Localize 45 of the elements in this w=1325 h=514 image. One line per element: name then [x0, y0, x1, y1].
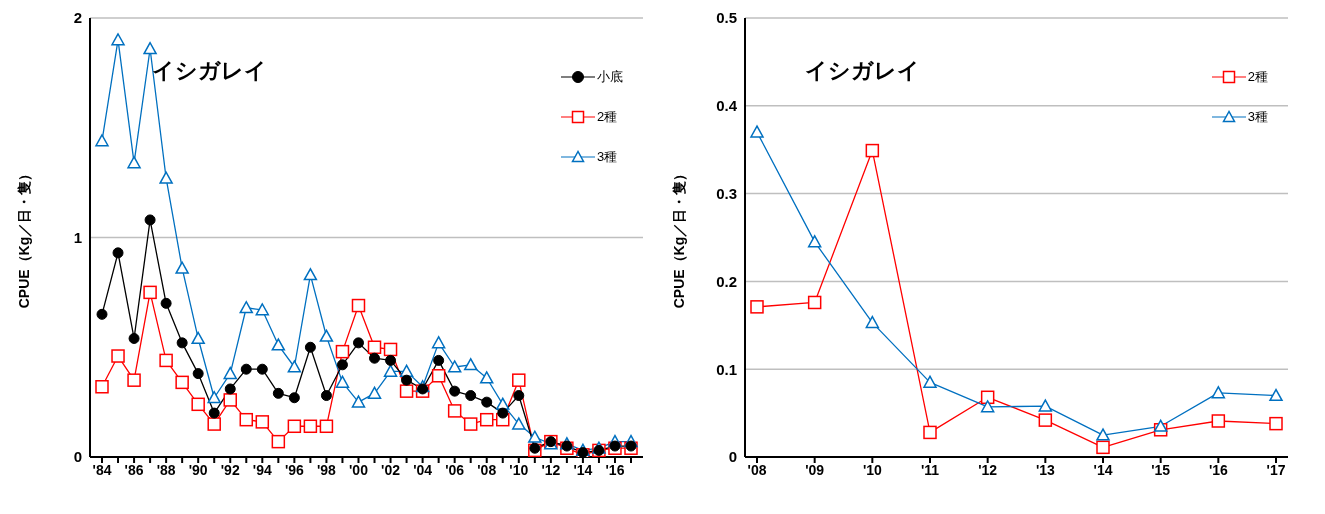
y-tick-label: 0.3: [716, 184, 737, 202]
x-tick-label: '10: [862, 461, 882, 478]
x-tick-label: '84: [92, 461, 112, 478]
y-axis-title: CPUE（Kg／日・隻）: [15, 166, 32, 309]
x-tick-label: '98: [316, 461, 337, 478]
x-tick-label: '15: [1151, 461, 1171, 478]
y-axis-title: CPUE（Kg／日・隻）: [670, 166, 687, 309]
y-tick-label: 0.2: [716, 272, 737, 290]
legend-label: 2種: [1247, 68, 1268, 86]
x-tick-label: '92: [220, 461, 240, 478]
x-tick-label: '00: [349, 461, 369, 478]
x-tick-label: '86: [124, 461, 144, 478]
x-tick-label: '06: [445, 461, 465, 478]
legend-label: 3種: [597, 148, 618, 166]
legend-label: 3種: [1247, 108, 1268, 126]
x-tick-label: '12: [541, 461, 561, 478]
x-tick-label: '14: [1093, 461, 1113, 478]
x-tick-label: '08: [477, 461, 497, 478]
x-tick-label: '96: [284, 461, 305, 478]
x-tick-label: '90: [188, 461, 208, 478]
x-tick-label: '12: [978, 461, 998, 478]
x-tick-label: '17: [1266, 461, 1286, 478]
y-tick-label: 0.5: [716, 9, 737, 27]
x-tick-label: '08: [747, 461, 767, 478]
y-tick-label: 0: [728, 448, 737, 466]
legend-label: 小底: [597, 68, 623, 86]
x-tick-label: '94: [252, 461, 272, 478]
x-tick-label: '13: [1035, 461, 1055, 478]
text: イシガレイ: [804, 57, 920, 85]
text: イシガレイ: [152, 57, 268, 85]
x-tick-label: '02: [381, 461, 401, 478]
x-tick-label: '11: [920, 461, 940, 478]
x-tick-label: '10: [509, 461, 529, 478]
y-tick-label: 1: [73, 228, 82, 246]
x-tick-label: '16: [605, 461, 625, 478]
x-tick-label: '14: [573, 461, 593, 478]
y-tick-label: 2: [73, 9, 82, 27]
y-tick-label: 0.1: [716, 360, 737, 378]
x-tick-label: '88: [156, 461, 176, 478]
x-tick-label: '09: [805, 461, 825, 478]
x-tick-label: '04: [413, 461, 433, 478]
y-tick-label: 0: [73, 448, 82, 466]
x-tick-label: '16: [1208, 461, 1228, 478]
y-tick-label: 0.4: [716, 97, 738, 115]
legend-label: 2種: [597, 108, 618, 126]
